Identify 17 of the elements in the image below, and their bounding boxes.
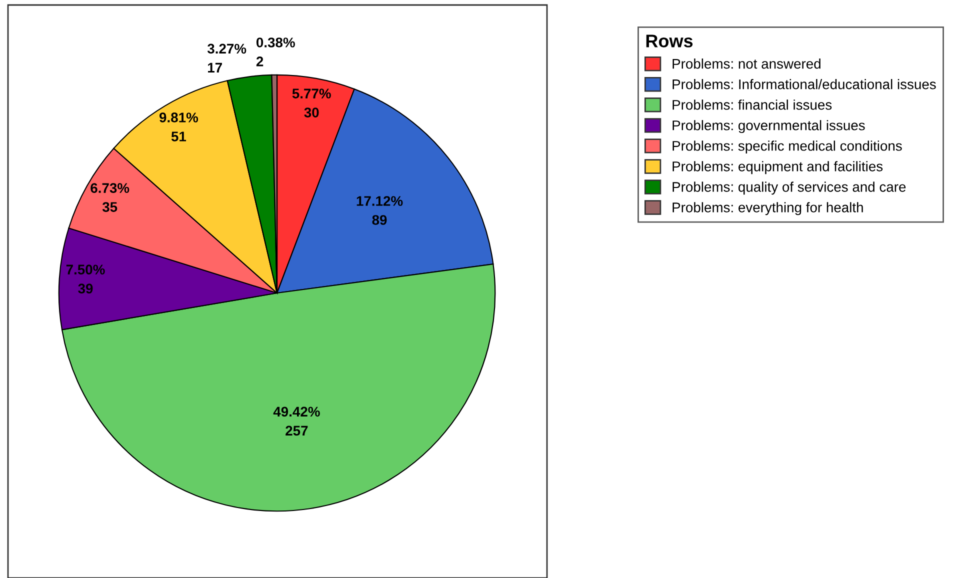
legend-title: Rows	[646, 34, 693, 48]
legend-label: Problems: not answered	[672, 58, 820, 69]
data-label: 3.27% 17	[207, 44, 246, 72]
legend-label: Problems: everything for health	[672, 202, 863, 216]
data-label: 5.77% 30	[292, 88, 331, 118]
legend-label: Problems: governmental issues	[672, 120, 865, 134]
data-label: 17.12% 89	[356, 196, 403, 225]
data-label: 6.73% 35	[90, 183, 130, 212]
data-label: 9.81% 51	[159, 112, 198, 142]
data-label: 7.50% 39	[66, 264, 105, 294]
legend-label: Problems: financial issues	[672, 100, 832, 110]
legend-label: Problems: equipment and facilities	[672, 161, 883, 174]
data-label: 49.42% 257	[273, 406, 320, 436]
legend-label: Problems: specific medical conditions	[672, 140, 902, 154]
legend-label: Problems: quality of services and care	[672, 182, 906, 195]
legend-label: Problems: Informational/educational issues	[672, 79, 936, 90]
data-label: 0.38% 2	[256, 38, 295, 66]
